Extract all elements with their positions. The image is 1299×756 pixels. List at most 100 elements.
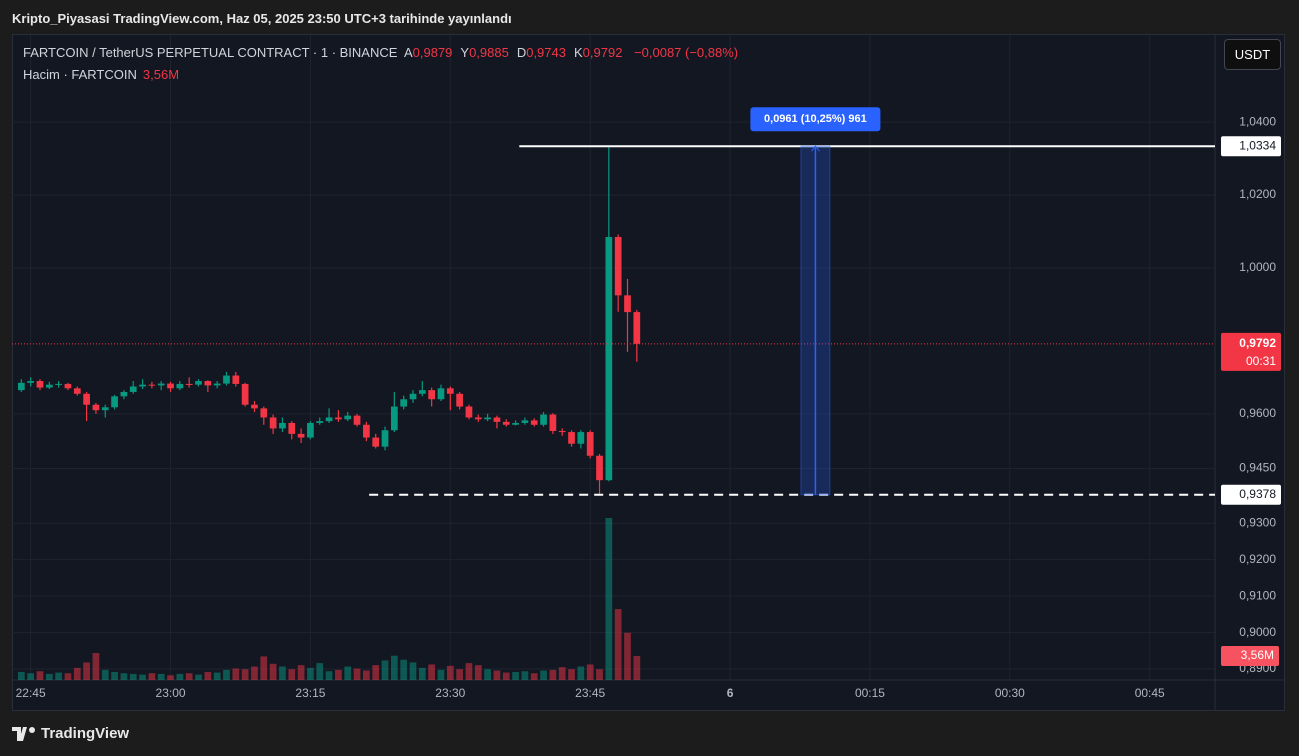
- candle-body: [307, 422, 314, 438]
- volume-bar: [176, 673, 184, 680]
- ohlc-key: Y: [460, 45, 470, 60]
- candle-body: [223, 375, 230, 384]
- x-tick-label: 00:45: [1135, 686, 1165, 700]
- candle-body: [325, 417, 333, 422]
- symbol-legend: FARTCOIN / TetherUS PERPETUAL CONTRACT ·…: [23, 45, 746, 60]
- volume-bar: [512, 671, 519, 680]
- candle-body: [372, 437, 380, 447]
- ohlc-key: A: [403, 45, 413, 60]
- last-price-label: 0,9792: [1239, 336, 1276, 350]
- candle-body: [251, 404, 258, 409]
- candle-body: [363, 424, 370, 438]
- volume-bar: [624, 632, 631, 680]
- y-tick-label: 0,9300: [1239, 515, 1276, 529]
- candle-body: [558, 430, 566, 433]
- volume-bar: [325, 671, 333, 680]
- y-tick-label: 0,9200: [1239, 552, 1276, 566]
- volume-bar: [297, 665, 305, 680]
- ohlc-key: D: [516, 45, 527, 60]
- volume-bar: [605, 518, 613, 680]
- countdown-label: 00:31: [1246, 354, 1276, 368]
- change: −0,0087 (−0,88%): [634, 45, 739, 60]
- volume-bar: [251, 666, 258, 680]
- candle-body: [614, 236, 622, 296]
- volume-bar: [167, 675, 174, 680]
- ohlc-value: 0,9792: [582, 45, 623, 60]
- candle-body: [45, 384, 53, 388]
- candle-body: [446, 388, 454, 394]
- candle-body: [101, 407, 109, 411]
- x-tick-label: 23:00: [156, 686, 186, 700]
- candle-body: [530, 420, 538, 425]
- x-tick-label: 23:45: [575, 686, 605, 700]
- volume-bar: [232, 668, 240, 680]
- candle-body: [111, 396, 118, 408]
- volume-bar: [596, 669, 603, 680]
- volume-bar: [241, 669, 249, 680]
- volume-bar: [390, 655, 398, 680]
- logo-text: TradingView: [41, 725, 130, 742]
- candle-body: [241, 383, 249, 405]
- ohlc-value: 0,9743: [526, 45, 566, 60]
- y-tick-label: 0,9000: [1239, 625, 1276, 639]
- volume-bar: [111, 671, 118, 680]
- candle-body: [400, 399, 408, 407]
- candle-body: [577, 432, 585, 444]
- ohlc-value: 0,9885: [469, 45, 509, 60]
- candle-body: [129, 386, 137, 392]
- volume-bar: [148, 673, 156, 680]
- volume-bar: [568, 669, 575, 680]
- price-line-label: 1,0334: [1239, 138, 1276, 152]
- candle-body: [167, 383, 174, 389]
- candle-body: [596, 455, 603, 481]
- volume-bar: [586, 664, 594, 680]
- volume-bar: [530, 673, 538, 680]
- volume-bar: [139, 674, 146, 680]
- candle-body: [624, 295, 631, 313]
- volume-bar: [456, 669, 463, 680]
- candle-body: [55, 383, 62, 385]
- candle-body: [502, 421, 510, 425]
- candle-body: [316, 421, 324, 423]
- volume-bar: [428, 664, 436, 680]
- candle-body: [335, 417, 342, 420]
- candle-body: [344, 415, 352, 420]
- candle-body: [381, 430, 389, 447]
- volume-label-box: [1221, 645, 1279, 666]
- page-title: Kripto_Piyasasi TradingView.com, Haz 05,…: [12, 11, 512, 26]
- volume-bar: [521, 671, 529, 680]
- volume-bar: [157, 673, 165, 680]
- candle-body: [456, 393, 463, 407]
- volume-bar: [36, 671, 44, 680]
- candle-body: [73, 388, 81, 394]
- ohlc-value: 0,9879: [412, 45, 453, 60]
- candle-body: [474, 417, 482, 420]
- volume-bar: [474, 665, 482, 680]
- y-tick-label: 1,0400: [1239, 114, 1276, 128]
- candle-body: [521, 420, 529, 423]
- volume-bar: [17, 671, 25, 680]
- volume-bar: [27, 673, 35, 680]
- symbol: FARTCOIN / TetherUS PERPETUAL CONTRACT ·…: [23, 45, 398, 60]
- candle-body: [260, 408, 268, 418]
- candle-body: [176, 383, 184, 389]
- candle-body: [633, 312, 641, 344]
- footer-logo: TradingView: [12, 725, 129, 742]
- y-tick-label: 0,9600: [1239, 406, 1276, 420]
- volume-bar: [465, 663, 473, 680]
- volume-bar: [223, 669, 230, 680]
- volume-bar: [363, 670, 370, 680]
- currency-button[interactable]: USDT: [1224, 39, 1281, 70]
- candle-body: [586, 432, 594, 456]
- volume-bar: [120, 673, 128, 680]
- candle-body: [288, 422, 296, 434]
- measure-label-box: [750, 107, 881, 132]
- candle-body: [297, 433, 305, 438]
- candle-body: [568, 432, 575, 444]
- measure-arrowhead: [811, 145, 820, 152]
- candle-body: [484, 417, 491, 420]
- volume-bar: [437, 669, 445, 680]
- candle-body: [465, 406, 473, 418]
